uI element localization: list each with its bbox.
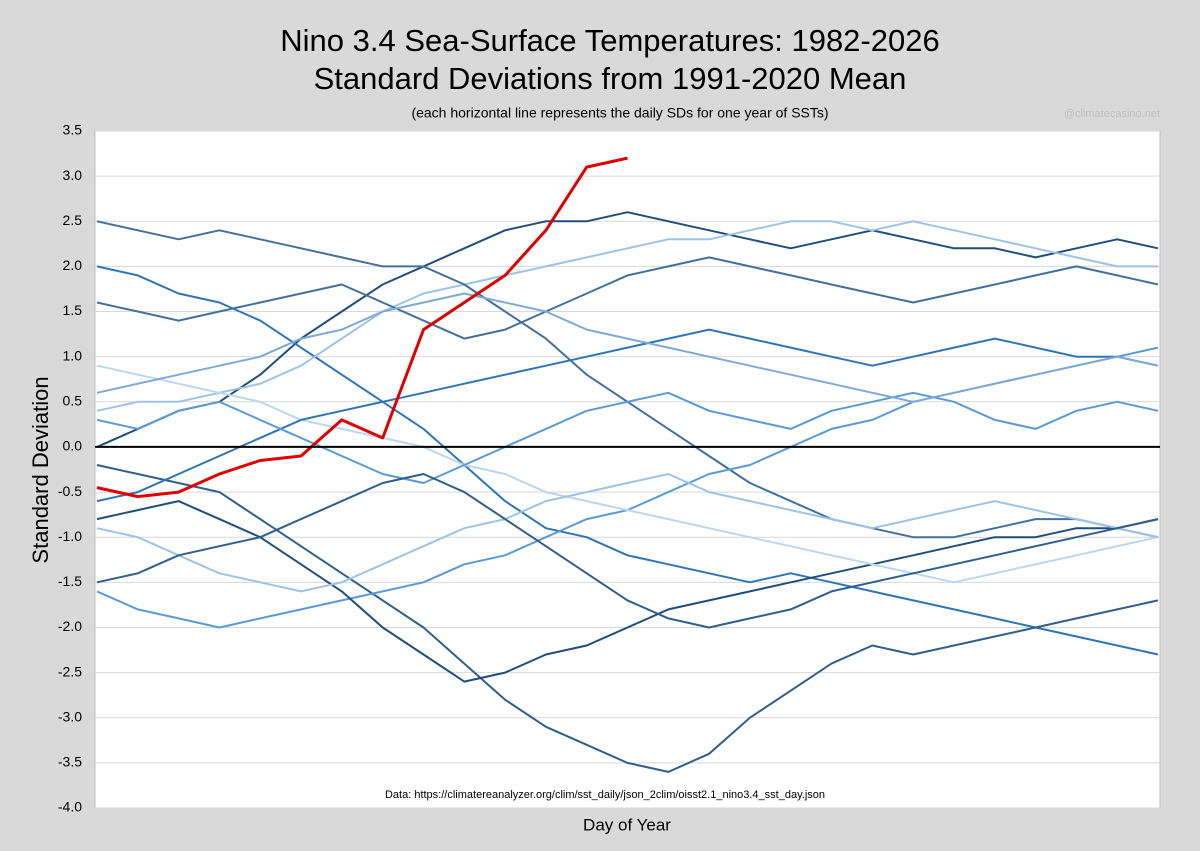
series-line — [96, 156, 628, 499]
y-tick-label: -2.5 — [58, 663, 82, 679]
series-line — [96, 364, 1159, 584]
y-tick-label: -3.0 — [58, 708, 82, 724]
source-note: Data: https://climatereanalyzer.org/clim… — [385, 789, 825, 801]
y-tick-label: -2.0 — [58, 618, 82, 634]
x-axis-label: Day of Year — [583, 815, 671, 834]
watermark: @climatecasino.net — [1064, 108, 1160, 120]
chart-title: Nino 3.4 Sea-Surface Temperatures: 1982-… — [280, 23, 939, 58]
series-line — [96, 211, 1159, 448]
y-axis-label: Standard Deviation — [28, 376, 53, 563]
y-tick-label: 2.0 — [63, 257, 83, 273]
y-tick-label: -0.5 — [58, 483, 82, 499]
y-tick-label: 2.5 — [63, 212, 83, 228]
y-tick-label: -1.0 — [58, 528, 82, 544]
y-tick-label: 0.0 — [63, 438, 83, 454]
series-line — [96, 500, 1159, 683]
y-tick-label: 3.5 — [63, 122, 83, 138]
y-tick-label: 1.5 — [63, 302, 83, 318]
y-tick-label: 1.0 — [63, 347, 83, 363]
series-line — [96, 220, 1158, 412]
y-tick-label: -4.0 — [58, 799, 82, 815]
series-line — [96, 265, 1159, 656]
y-tick-label: 0.5 — [63, 393, 83, 409]
chart-note: (each horizontal line represents the dai… — [411, 105, 828, 121]
y-tick-label: -3.5 — [58, 754, 82, 770]
series-line — [96, 473, 1159, 629]
plot-area — [94, 130, 1161, 809]
chart-subtitle: Standard Deviations from 1991-2020 Mean — [314, 61, 907, 96]
series-line — [96, 256, 1159, 340]
series-line — [96, 292, 1159, 403]
series-line — [96, 391, 1159, 484]
y-tick-label: 3.0 — [63, 167, 83, 183]
series-line — [96, 328, 1159, 503]
series-line — [96, 473, 1159, 593]
y-tick-label: -1.5 — [58, 573, 82, 589]
series-line — [96, 464, 1159, 773]
